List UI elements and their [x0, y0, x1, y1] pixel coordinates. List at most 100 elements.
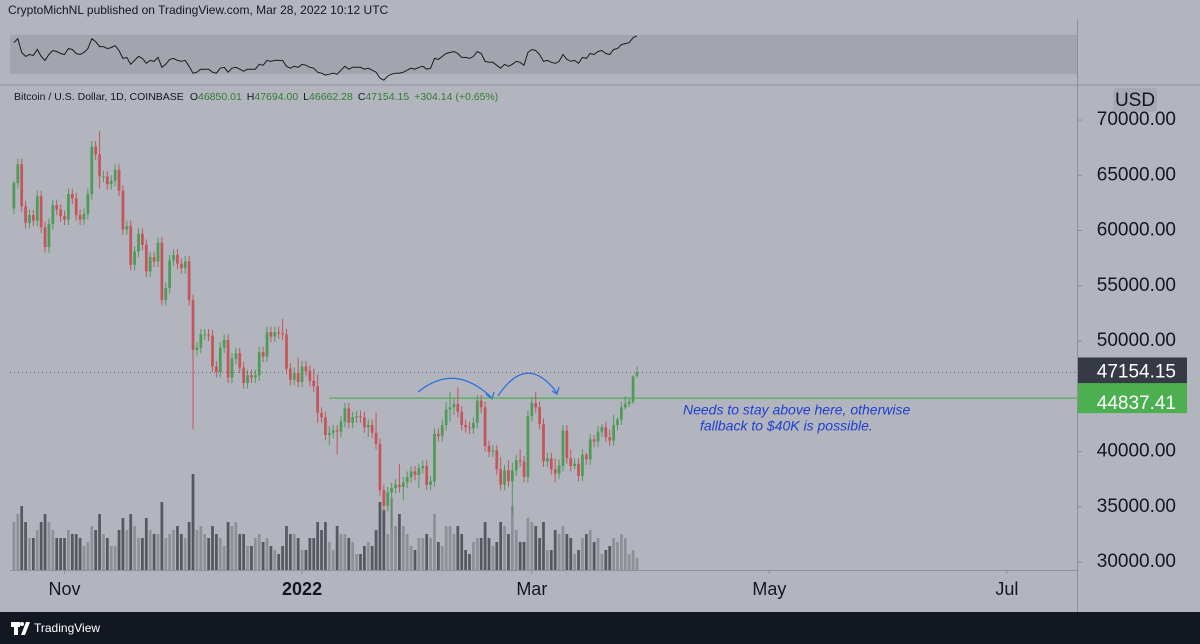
volume-bar	[277, 554, 281, 570]
candle-body	[129, 226, 133, 265]
candle-body	[207, 334, 210, 336]
volume-bar	[608, 546, 612, 570]
volume-bar	[250, 546, 253, 570]
candle-body	[238, 353, 242, 368]
volume-bar	[98, 514, 101, 570]
volume-bar	[308, 538, 312, 570]
volume-bar	[530, 522, 534, 570]
arrow-head	[551, 386, 560, 395]
candle-body	[59, 209, 62, 217]
volume-bar	[546, 550, 549, 570]
volume-bar	[472, 542, 475, 570]
y-tick-label: 70000.00	[1097, 109, 1176, 130]
logo-part	[21, 622, 30, 635]
volume-bar	[355, 554, 358, 570]
legend: Bitcoin / U.S. Dollar, 1D, COINBASE O4685…	[14, 91, 498, 103]
volume-bar	[386, 534, 390, 570]
volume-bar	[507, 534, 510, 570]
candle-body	[472, 422, 475, 429]
candle-body	[12, 183, 16, 209]
candle-body	[187, 261, 191, 301]
volume-bar	[304, 550, 308, 570]
candle-body	[195, 347, 199, 350]
candle-body	[24, 206, 27, 223]
volume-bar	[335, 526, 339, 570]
candle-body	[347, 408, 351, 423]
candle-body	[152, 257, 156, 262]
candle-body	[203, 334, 207, 336]
publisher: CryptoMichNL published on TradingView.co…	[8, 3, 389, 17]
volume-bar	[577, 550, 580, 570]
volume-bar	[222, 546, 226, 570]
candle-body	[199, 334, 203, 348]
volume-bar	[612, 538, 615, 570]
volume-bar	[448, 526, 452, 570]
candle-body	[600, 427, 604, 432]
volume-bar	[405, 534, 409, 570]
volume-bar	[90, 526, 94, 570]
candle-body	[507, 470, 510, 482]
last-price-box	[1078, 357, 1187, 388]
volume-bar	[495, 542, 499, 570]
legend-key: C	[358, 91, 366, 103]
volume-bar	[526, 518, 530, 570]
volume-bar	[168, 534, 172, 570]
candle-body	[164, 288, 168, 301]
candle-body	[308, 370, 312, 381]
volume-bar	[401, 526, 405, 570]
volume-bar	[51, 530, 55, 570]
candle-body	[234, 353, 238, 359]
y-tick-label: 30000.00	[1097, 551, 1176, 572]
candle-body	[265, 332, 269, 357]
candle-body	[230, 358, 234, 378]
candle-body	[460, 411, 464, 426]
candle-body	[623, 404, 627, 408]
candle-body	[289, 368, 292, 380]
candle-body	[98, 154, 101, 177]
candle-body	[616, 419, 619, 426]
candle-body	[296, 373, 300, 382]
candle-body	[487, 446, 491, 452]
candle-body	[440, 425, 444, 437]
volume-bar	[623, 538, 627, 570]
candle-body	[47, 223, 51, 248]
volume-bar	[394, 526, 397, 570]
candle-body	[627, 401, 631, 405]
candle-body	[253, 375, 257, 378]
legend-value: 47694.00	[254, 91, 298, 103]
candle-body	[257, 352, 261, 376]
candle-body	[522, 461, 526, 477]
volume-bar	[398, 514, 401, 570]
volume-bar	[429, 538, 432, 570]
candle-body	[121, 190, 125, 230]
volume-bar	[363, 546, 366, 570]
volume-bar	[604, 550, 608, 570]
candle-body	[141, 233, 144, 245]
volume-bar	[549, 550, 553, 570]
volume-bar	[257, 534, 261, 570]
candle-body	[39, 196, 43, 228]
candle-body	[514, 460, 518, 471]
y-tick-label: 65000.00	[1097, 164, 1176, 185]
volume-bar	[78, 538, 82, 570]
candle-body	[331, 430, 335, 433]
volume-bar	[63, 538, 66, 570]
y-tick-label: 50000.00	[1097, 330, 1176, 351]
volume-bar	[215, 534, 218, 570]
volume-bar	[600, 554, 604, 570]
footer	[0, 612, 1200, 644]
candle-body	[67, 194, 70, 220]
volume-bar	[141, 538, 144, 570]
indicator-band	[10, 34, 1077, 75]
candle-body	[20, 164, 24, 207]
volume-bar	[557, 534, 561, 570]
candle-body	[74, 198, 78, 216]
candle-body	[635, 372, 639, 376]
candle-body	[160, 242, 164, 301]
volume-bar	[444, 526, 448, 570]
candle-body	[584, 454, 588, 460]
volume-bar	[378, 502, 382, 570]
candle-body	[176, 254, 179, 264]
